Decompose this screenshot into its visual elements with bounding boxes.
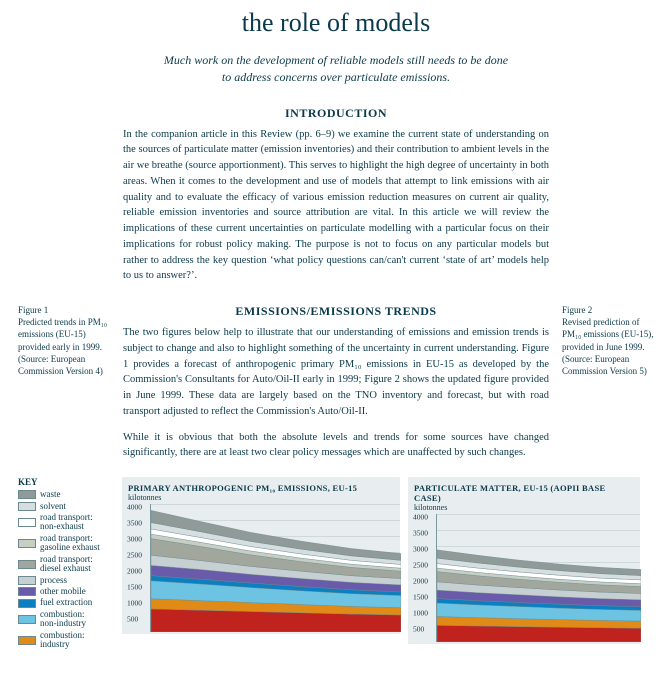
- ytick-label: 2500: [413, 561, 428, 570]
- ytick-label: 4000: [127, 503, 142, 512]
- ytick-label: 3000: [127, 535, 142, 544]
- chart-area: [151, 504, 401, 632]
- ytick-label: 2000: [413, 577, 428, 586]
- legend-swatch: [18, 587, 36, 596]
- figure-2-caption: Figure 2Revised prediction of PM₁₀ emiss…: [562, 304, 654, 471]
- subtitle-line-2: to address concerns over particulate emi…: [222, 70, 450, 84]
- legend-label: road transport:non-exhaust: [40, 513, 93, 532]
- legend-swatch: [18, 636, 36, 645]
- emissions-paragraph-2: While it is obvious that both the absolu…: [123, 430, 549, 462]
- intro-paragraph: In the companion article in this Review …: [123, 127, 549, 285]
- legend-label: road transport:diesel exhaust: [40, 555, 93, 574]
- emissions-heading: EMISSIONS/EMISSIONS TRENDS: [118, 304, 554, 319]
- ytick-label: 1500: [127, 583, 142, 592]
- legend-swatch: [18, 490, 36, 499]
- ytick-label: 3500: [127, 519, 142, 528]
- legend-label: process: [40, 576, 67, 585]
- legend-swatch: [18, 615, 36, 624]
- ytick-label: 3000: [413, 545, 428, 554]
- chart-title: PARTICULATE MATTER, EU-15 (AOPII BASE CA…: [414, 483, 634, 503]
- legend-label: combustion: industry: [40, 631, 114, 650]
- legend-swatch: [18, 560, 36, 569]
- legend-item: fuel extraction: [18, 598, 114, 607]
- intro-heading: INTRODUCTION: [18, 106, 654, 121]
- ytick-label: 2000: [127, 567, 142, 576]
- legend-item: road transport:gasoline exhaust: [18, 534, 114, 553]
- legend-label: other mobile: [40, 587, 86, 596]
- emissions-paragraph-1: The two figures below help to illustrate…: [123, 325, 549, 420]
- chart-ylabel: kilotonnes: [128, 493, 394, 502]
- legend-label: waste: [40, 490, 61, 499]
- chart-plot: 5001000150020002500300035004000: [150, 504, 400, 632]
- legend-swatch: [18, 576, 36, 585]
- legend-item: solvent: [18, 502, 114, 511]
- chart-ylabel: kilotonnes: [414, 503, 634, 512]
- legend-label: combustion:non-industry: [40, 610, 86, 629]
- legend-item: road transport:non-exhaust: [18, 513, 114, 532]
- legend-label: fuel extraction: [40, 598, 92, 607]
- legend-swatch: [18, 518, 36, 527]
- legend-label: road transport:gasoline exhaust: [40, 534, 100, 553]
- chart-2: PARTICULATE MATTER, EU-15 (AOPII BASE CA…: [408, 477, 640, 644]
- ytick-label: 3500: [413, 529, 428, 538]
- chart-plot: 5001000150020002500300035004000: [436, 514, 640, 642]
- ytick-label: 2500: [127, 551, 142, 560]
- legend-label: solvent: [40, 502, 66, 511]
- emissions-section: Figure 1Predicted trends in PM₁₀ emissio…: [18, 304, 654, 471]
- legend-swatch: [18, 502, 36, 511]
- subtitle-line-1: Much work on the development of reliable…: [164, 53, 508, 67]
- legend-swatch: [18, 539, 36, 548]
- figure-1-caption: Figure 1Predicted trends in PM₁₀ emissio…: [18, 304, 110, 471]
- ytick-label: 1000: [127, 599, 142, 608]
- ytick-label: 1500: [413, 593, 428, 602]
- charts-row: KEY waste solvent road transport:non-exhau…: [18, 477, 654, 652]
- chart-title: PRIMARY ANTHROPOGENIC PM₁₀ EMISSIONS, EU…: [128, 483, 394, 493]
- subtitle: Much work on the development of reliable…: [126, 52, 546, 86]
- legend-item: combustion: industry: [18, 631, 114, 650]
- chart-1: PRIMARY ANTHROPOGENIC PM₁₀ EMISSIONS, EU…: [122, 477, 400, 634]
- legend-heading: KEY: [18, 477, 114, 487]
- ytick-label: 500: [413, 625, 424, 634]
- legend-item: road transport:diesel exhaust: [18, 555, 114, 574]
- chart-area: [437, 514, 641, 642]
- legend-item: other mobile: [18, 587, 114, 596]
- legend-item: process: [18, 576, 114, 585]
- legend: KEY waste solvent road transport:non-exhau…: [18, 477, 114, 652]
- ytick-label: 500: [127, 615, 138, 624]
- page-title: the role of models: [18, 8, 654, 38]
- legend-swatch: [18, 599, 36, 608]
- legend-item: waste: [18, 490, 114, 499]
- legend-item: combustion:non-industry: [18, 610, 114, 629]
- ytick-label: 1000: [413, 609, 428, 618]
- ytick-label: 4000: [413, 513, 428, 522]
